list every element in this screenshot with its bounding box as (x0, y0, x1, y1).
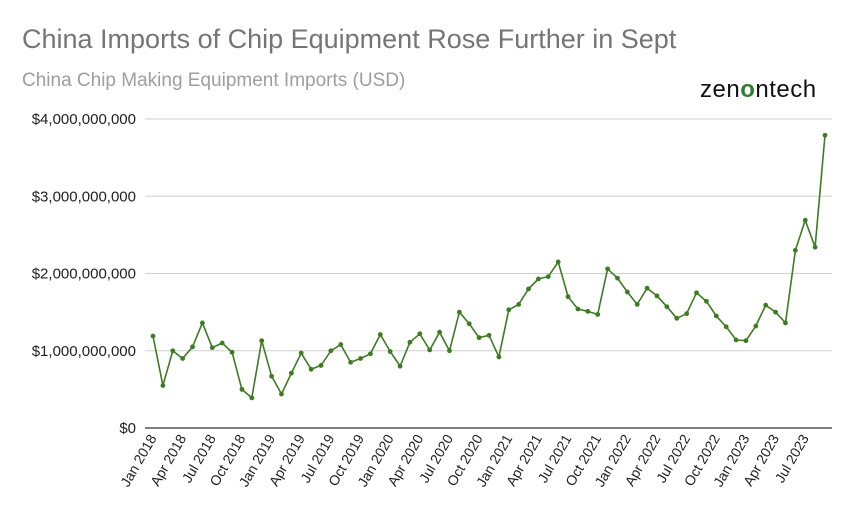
data-point (654, 293, 660, 299)
data-point (377, 332, 383, 337)
data-point (476, 335, 482, 341)
logo-text-pre: zen (700, 76, 741, 103)
data-point (536, 276, 541, 282)
data-point (150, 333, 156, 339)
data-point (466, 321, 472, 327)
data-point (506, 307, 512, 313)
data-point (239, 386, 245, 392)
data-point (447, 348, 452, 354)
series-import-value (150, 132, 828, 401)
data-point (269, 373, 274, 379)
logo-text-accent: o (740, 76, 756, 103)
data-point (674, 315, 680, 321)
data-point (624, 289, 630, 295)
data-point (180, 356, 186, 361)
series-line (152, 135, 826, 400)
data-point (575, 306, 581, 312)
data-point (318, 363, 324, 368)
chart-title: China Imports of Chip Equipment Rose Fur… (22, 24, 677, 54)
data-point (397, 363, 403, 369)
y-axis-ticks: $0 $1,000,000,000 $2,000,000,000 $3,000,000… (32, 111, 136, 437)
data-point (496, 354, 502, 360)
data-point (585, 308, 591, 314)
data-point (308, 366, 314, 372)
data-point (792, 247, 798, 253)
data-point (812, 244, 818, 250)
data-point (644, 285, 650, 291)
y-tick-label: $2,000,000,000 (32, 266, 136, 283)
data-point (427, 347, 433, 353)
data-point (664, 304, 670, 310)
zenontech-logo: zenontech (700, 76, 817, 104)
data-point (190, 344, 195, 350)
y-tick-label: $3,000,000,000 (32, 188, 136, 205)
data-point (328, 348, 334, 354)
data-point (773, 309, 778, 315)
y-tick-label: $0 (119, 420, 136, 437)
data-point (763, 302, 769, 308)
data-point (565, 294, 571, 300)
data-point (229, 349, 235, 355)
data-point (526, 286, 531, 292)
data-point (456, 309, 462, 315)
data-point (555, 259, 561, 265)
data-point (437, 329, 442, 335)
data-point (387, 349, 393, 354)
data-point (802, 217, 808, 223)
data-point (160, 383, 166, 388)
data-point (595, 312, 601, 317)
data-point (170, 348, 176, 354)
data-point (545, 274, 551, 279)
data-point (615, 275, 620, 281)
data-point (783, 320, 788, 326)
y-tick-label: $4,000,000,000 (32, 111, 136, 128)
data-point (348, 359, 354, 365)
data-point (704, 298, 709, 304)
logo-text-post: ntech (755, 76, 817, 103)
data-point (288, 370, 294, 376)
data-point (338, 342, 344, 347)
data-point (279, 391, 284, 397)
data-point (298, 350, 304, 356)
data-point (516, 302, 522, 307)
data-point (407, 339, 413, 345)
data-point (684, 311, 690, 317)
data-point (713, 313, 719, 319)
data-point (219, 340, 225, 346)
grid-lines (145, 118, 832, 429)
data-point (417, 331, 423, 337)
data-point (743, 338, 749, 344)
data-point (486, 332, 492, 338)
data-point (733, 337, 739, 343)
y-tick-label: $1,000,000,000 (32, 343, 136, 360)
data-point (259, 338, 265, 344)
data-point (358, 356, 363, 361)
data-point (723, 324, 729, 330)
data-point (822, 132, 828, 138)
data-point (605, 266, 610, 272)
chart-subtitle: China Chip Making Equipment Imports (USD… (22, 70, 406, 91)
data-point (249, 395, 255, 401)
data-point (209, 345, 215, 351)
data-point (634, 302, 640, 307)
data-point (753, 323, 759, 329)
data-point (694, 290, 699, 296)
data-point (200, 320, 205, 326)
data-point (368, 351, 373, 357)
